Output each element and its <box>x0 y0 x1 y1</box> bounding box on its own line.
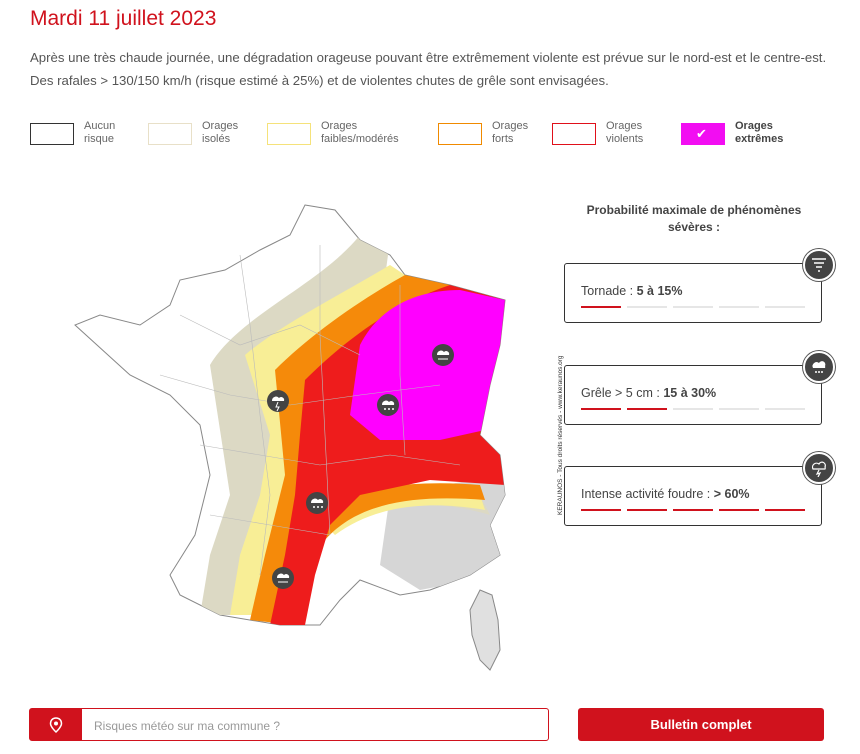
location-pin-icon <box>30 709 82 740</box>
probability-title: Probabilité maximale de phénomènes sévèr… <box>586 203 802 234</box>
storm-risk-map: KERAUNOS - Tous droits réservés - www.ke… <box>60 195 564 675</box>
legend-swatch <box>438 123 482 145</box>
full-bulletin-button[interactable]: Bulletin complet <box>578 708 824 741</box>
hail-icon <box>306 492 328 514</box>
hail-icon <box>803 351 835 383</box>
department-borders <box>159 245 461 576</box>
page-title: Mardi 11 juillet 2023 <box>30 7 217 30</box>
legend-swatch: ✔ <box>681 123 725 145</box>
forecast-description: Après une très chaude journée, une dégra… <box>30 50 827 88</box>
legend-swatch <box>267 123 311 145</box>
probability-card-tornado: Tornade : 5 à 15% <box>564 249 835 323</box>
commune-search-input[interactable] <box>92 709 536 742</box>
map-copyright: KERAUNOS - Tous droits réservés - www.ke… <box>557 355 564 515</box>
corsica <box>469 589 501 671</box>
hail-icon <box>377 394 399 416</box>
tornado-icon <box>803 249 835 281</box>
legend-swatch <box>30 123 74 145</box>
legend-swatch <box>148 123 192 145</box>
storm-wind-icon <box>272 567 294 589</box>
storm-wind-icon <box>432 344 454 366</box>
france-map <box>74 204 506 671</box>
lightning-icon <box>803 452 835 484</box>
storm-icon <box>267 390 289 412</box>
probability-card-hail: Grêle > 5 cm : 15 à 30% <box>564 351 835 425</box>
risk-legend: Aucun risque Orages isolés Orages faibles/m… <box>0 120 860 150</box>
checkmark-icon: ✔ <box>696 126 707 141</box>
legend-swatch <box>552 123 596 145</box>
probability-card-lightning: Intense activité foudre : > 60% <box>564 452 835 526</box>
commune-search <box>29 708 549 742</box>
